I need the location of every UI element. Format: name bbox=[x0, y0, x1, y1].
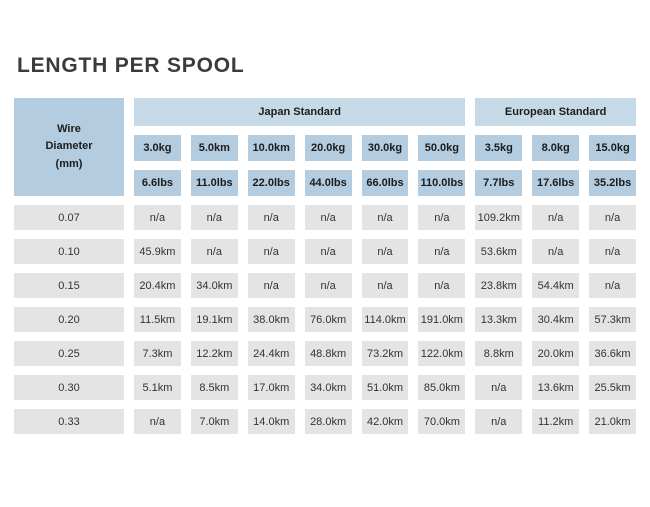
kg-header-cell: 3.0kg bbox=[134, 135, 181, 161]
value-cell: 25.5km bbox=[589, 375, 636, 400]
value-cell: n/a bbox=[418, 205, 466, 230]
lbs-header-cell: 35.2lbs bbox=[589, 170, 636, 196]
value-cell: n/a bbox=[475, 409, 523, 434]
value-cell: n/a bbox=[247, 273, 295, 298]
value-cell: n/a bbox=[418, 239, 466, 264]
kg-header-cell: 3.5kg bbox=[475, 135, 523, 161]
value-cell: 45.9km bbox=[134, 239, 181, 264]
value-cell: 8.5km bbox=[190, 375, 238, 400]
value-cell: n/a bbox=[361, 273, 409, 298]
value-cell: 42.0km bbox=[361, 409, 409, 434]
value-cell: n/a bbox=[532, 205, 580, 230]
value-cell: n/a bbox=[418, 273, 466, 298]
value-cell: 11.2km bbox=[532, 409, 580, 434]
value-cell: n/a bbox=[589, 205, 636, 230]
value-cell: 109.2km bbox=[475, 205, 523, 230]
row-diameter-cell: 0.15 bbox=[14, 273, 124, 298]
lbs-header-cell: 66.0lbs bbox=[361, 170, 409, 196]
value-cell: 12.2km bbox=[190, 341, 238, 366]
value-cell: n/a bbox=[247, 239, 295, 264]
value-cell: 13.3km bbox=[475, 307, 523, 332]
value-cell: 36.6km bbox=[589, 341, 636, 366]
value-cell: 34.0km bbox=[190, 273, 238, 298]
lbs-header-cell: 17.6lbs bbox=[532, 170, 580, 196]
value-cell: 34.0km bbox=[304, 375, 352, 400]
value-cell: n/a bbox=[361, 205, 409, 230]
value-cell: 23.8km bbox=[475, 273, 523, 298]
value-cell: n/a bbox=[190, 239, 238, 264]
kg-header-cell: 50.0kg bbox=[418, 135, 466, 161]
value-cell: n/a bbox=[475, 375, 523, 400]
lbs-header-cell: 44.0lbs bbox=[304, 170, 352, 196]
value-cell: 13.6km bbox=[532, 375, 580, 400]
row-diameter-cell: 0.20 bbox=[14, 307, 124, 332]
value-cell: 191.0km bbox=[418, 307, 466, 332]
value-cell: 24.4km bbox=[247, 341, 295, 366]
page-title: LENGTH PER SPOOL bbox=[17, 54, 245, 77]
value-cell: 20.0km bbox=[532, 341, 580, 366]
lbs-header-cell: 11.0lbs bbox=[190, 170, 238, 196]
column-group-japan-standard: Japan Standard bbox=[134, 98, 466, 126]
lbs-header-cell: 110.0lbs bbox=[418, 170, 466, 196]
value-cell: 5.1km bbox=[134, 375, 181, 400]
value-cell: n/a bbox=[361, 239, 409, 264]
value-cell: n/a bbox=[304, 205, 352, 230]
lbs-header-cell: 6.6lbs bbox=[134, 170, 181, 196]
value-cell: n/a bbox=[304, 273, 352, 298]
value-cell: n/a bbox=[532, 239, 580, 264]
value-cell: n/a bbox=[134, 409, 181, 434]
row-diameter-cell: 0.25 bbox=[14, 341, 124, 366]
length-per-spool-table: Wire Diameter (mm) Japan Standard Europe… bbox=[14, 98, 636, 434]
value-cell: 73.2km bbox=[361, 341, 409, 366]
column-group-european-standard: European Standard bbox=[475, 98, 636, 126]
value-cell: 21.0km bbox=[589, 409, 636, 434]
value-cell: 76.0km bbox=[304, 307, 352, 332]
kg-header-cell: 5.0km bbox=[190, 135, 238, 161]
value-cell: 57.3km bbox=[589, 307, 636, 332]
value-cell: 48.8km bbox=[304, 341, 352, 366]
value-cell: 20.4km bbox=[134, 273, 181, 298]
value-cell: 28.0km bbox=[304, 409, 352, 434]
value-cell: n/a bbox=[304, 239, 352, 264]
lbs-header-cell: 22.0lbs bbox=[247, 170, 295, 196]
kg-header-cell: 10.0km bbox=[247, 135, 295, 161]
value-cell: 30.4km bbox=[532, 307, 580, 332]
value-cell: 53.6km bbox=[475, 239, 523, 264]
value-cell: n/a bbox=[589, 273, 636, 298]
value-cell: 122.0km bbox=[418, 341, 466, 366]
value-cell: 51.0km bbox=[361, 375, 409, 400]
value-cell: 54.4km bbox=[532, 273, 580, 298]
value-cell: n/a bbox=[247, 205, 295, 230]
value-cell: 14.0km bbox=[247, 409, 295, 434]
kg-header-cell: 20.0kg bbox=[304, 135, 352, 161]
kg-header-cell: 8.0kg bbox=[532, 135, 580, 161]
value-cell: 7.3km bbox=[134, 341, 181, 366]
wire-diameter-header: Wire Diameter (mm) bbox=[14, 98, 124, 196]
value-cell: 38.0km bbox=[247, 307, 295, 332]
row-diameter-cell: 0.33 bbox=[14, 409, 124, 434]
value-cell: 19.1km bbox=[190, 307, 238, 332]
kg-header-cell: 30.0kg bbox=[361, 135, 409, 161]
value-cell: 11.5km bbox=[134, 307, 181, 332]
value-cell: 17.0km bbox=[247, 375, 295, 400]
value-cell: 8.8km bbox=[475, 341, 523, 366]
value-cell: 114.0km bbox=[361, 307, 409, 332]
kg-header-cell: 15.0kg bbox=[589, 135, 636, 161]
row-diameter-cell: 0.07 bbox=[14, 205, 124, 230]
value-cell: n/a bbox=[190, 205, 238, 230]
row-diameter-cell: 0.10 bbox=[14, 239, 124, 264]
lbs-header-cell: 7.7lbs bbox=[475, 170, 523, 196]
value-cell: 70.0km bbox=[418, 409, 466, 434]
value-cell: 85.0km bbox=[418, 375, 466, 400]
value-cell: n/a bbox=[134, 205, 181, 230]
value-cell: 7.0km bbox=[190, 409, 238, 434]
row-diameter-cell: 0.30 bbox=[14, 375, 124, 400]
value-cell: n/a bbox=[589, 239, 636, 264]
